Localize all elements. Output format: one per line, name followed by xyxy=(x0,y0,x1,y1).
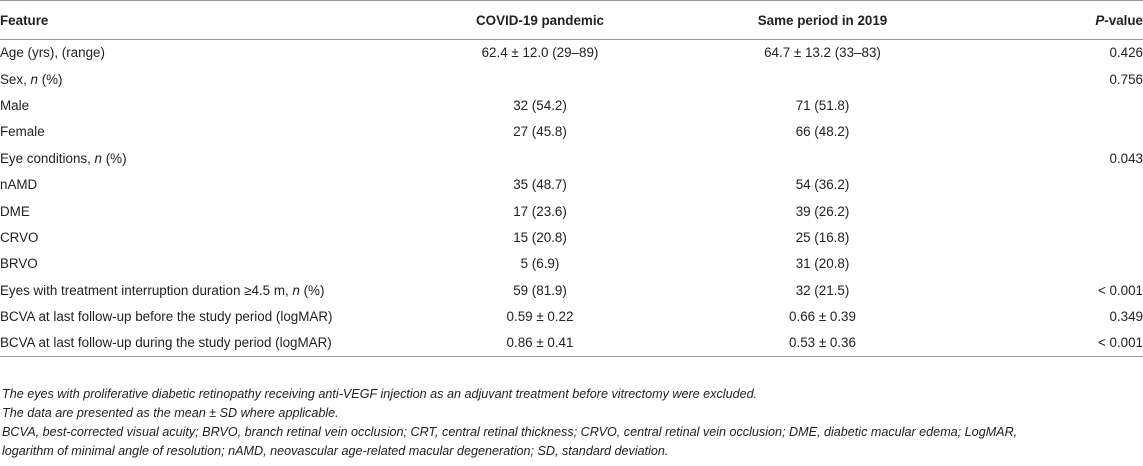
footnote-line: BCVA, best-corrected visual acuity; BRVO… xyxy=(2,425,1018,439)
row-feature: Age (yrs), (range) xyxy=(0,45,105,61)
row-p xyxy=(965,92,1143,118)
table-row: BRVO 5 (6.9) 31 (20.8) xyxy=(0,251,1143,277)
row-covid xyxy=(400,66,680,92)
table-row: DME 17 (23.6) 39 (26.2) xyxy=(0,198,1143,224)
row-feature: BRVO xyxy=(0,256,38,272)
row-feature-post: (%) xyxy=(299,282,325,298)
row-p: 0.756 xyxy=(1109,71,1143,87)
table-row: Eye conditions, n (%) 0.043 xyxy=(0,145,1143,171)
row-feature: Female xyxy=(0,124,45,140)
row-p: < 0.001 xyxy=(965,329,1143,357)
header-2019: Same period in 2019 xyxy=(680,0,965,40)
row-feature: Sex, n (%) xyxy=(0,66,400,92)
row-feature: nAMD xyxy=(0,177,38,193)
row-p: 0.426 xyxy=(1109,45,1143,61)
row-feature: CRVO xyxy=(0,229,39,245)
table-row: CRVO 15 (20.8) 25 (16.8) xyxy=(0,224,1143,250)
row-2019: 64.7 ± 13.2 (33–83) xyxy=(764,45,881,61)
row-p xyxy=(965,224,1143,250)
row-feature-pre: Eyes with treatment interruption duratio… xyxy=(0,282,293,298)
row-feature-italic: n xyxy=(94,150,102,166)
row-2019 xyxy=(680,66,965,92)
table-row: Sex, n (%) 0.756 xyxy=(0,66,1143,92)
row-covid: 17 (23.6) xyxy=(513,203,567,219)
row-2019: 32 (21.5) xyxy=(795,282,850,298)
row-feature: Eyes with treatment interruption duratio… xyxy=(0,277,400,303)
header-feature: Feature xyxy=(0,0,400,40)
row-feature: Eye conditions, n (%) xyxy=(0,145,400,171)
header-p-italic: P xyxy=(1095,12,1105,28)
row-2019: 25 (16.8) xyxy=(795,229,850,245)
row-2019: 66 (48.2) xyxy=(795,124,850,140)
table-row: nAMD 35 (48.7) 54 (36.2) xyxy=(0,171,1143,197)
footnote-line: The data are presented as the mean ± SD … xyxy=(2,406,339,420)
header-p-value: P-value xyxy=(965,0,1143,40)
header-covid: COVID-19 pandemic xyxy=(400,0,680,40)
row-feature-post: (%) xyxy=(37,71,63,87)
row-covid: 27 (45.8) xyxy=(513,124,567,140)
row-covid: 62.4 ± 12.0 (29–89) xyxy=(481,45,599,61)
row-p xyxy=(965,119,1143,145)
header-p-rest: -value xyxy=(1104,12,1143,28)
row-covid: 32 (54.2) xyxy=(513,97,567,113)
table-row: Eyes with treatment interruption duratio… xyxy=(0,277,1143,303)
row-2019: 31 (20.8) xyxy=(795,256,850,272)
table-row: BCVA at last follow-up before the study … xyxy=(0,303,1143,329)
row-covid: 0.86 ± 0.41 xyxy=(400,329,680,357)
row-2019: 39 (26.2) xyxy=(795,203,850,219)
footnote-line: The eyes with proliferative diabetic ret… xyxy=(2,387,758,401)
row-covid: 0.59 ± 0.22 xyxy=(506,309,574,325)
row-p: < 0.001 xyxy=(1097,282,1143,298)
row-covid xyxy=(400,145,680,171)
row-feature: DME xyxy=(0,203,30,219)
row-feature-pre: Eye conditions, xyxy=(0,150,95,166)
row-2019: 0.66 ± 0.39 xyxy=(789,309,856,325)
row-covid: 35 (48.7) xyxy=(513,177,567,193)
row-covid: 15 (20.8) xyxy=(513,229,567,245)
footnote-line: logarithm of minimal angle of resolution… xyxy=(2,444,669,458)
table-row: Age (yrs), (range) 62.4 ± 12.0 (29–89) 6… xyxy=(0,40,1143,66)
row-feature: BCVA at last follow-up during the study … xyxy=(0,329,400,357)
row-covid: 59 (81.9) xyxy=(513,282,567,298)
table-row: Male 32 (54.2) 71 (51.8) xyxy=(0,92,1143,118)
row-p: 0.043 xyxy=(1109,150,1143,166)
table-footnotes: The eyes with proliferative diabetic ret… xyxy=(2,385,1140,461)
table-row: Female 27 (45.8) 66 (48.2) xyxy=(0,119,1143,145)
table-header-row: Feature COVID-19 pandemic Same period in… xyxy=(0,0,1143,40)
row-feature: BCVA at last follow-up before the study … xyxy=(0,309,333,325)
row-feature-pre: Sex, xyxy=(0,71,31,87)
table-row: BCVA at last follow-up during the study … xyxy=(0,329,1143,357)
results-table: Feature COVID-19 pandemic Same period in… xyxy=(0,0,1143,357)
row-covid: 5 (6.9) xyxy=(520,256,560,272)
row-2019: 54 (36.2) xyxy=(795,177,850,193)
row-feature-post: (%) xyxy=(102,150,127,166)
row-feature-italic: n xyxy=(292,282,300,298)
row-feature: Male xyxy=(0,97,30,113)
row-2019: 0.53 ± 0.36 xyxy=(680,329,965,357)
row-p xyxy=(965,198,1143,224)
row-p xyxy=(965,251,1143,277)
row-2019: 71 (51.8) xyxy=(795,97,850,113)
row-2019 xyxy=(680,145,965,171)
row-p: 0.349 xyxy=(1109,309,1143,325)
row-feature-italic: n xyxy=(30,71,38,87)
row-p xyxy=(965,171,1143,197)
